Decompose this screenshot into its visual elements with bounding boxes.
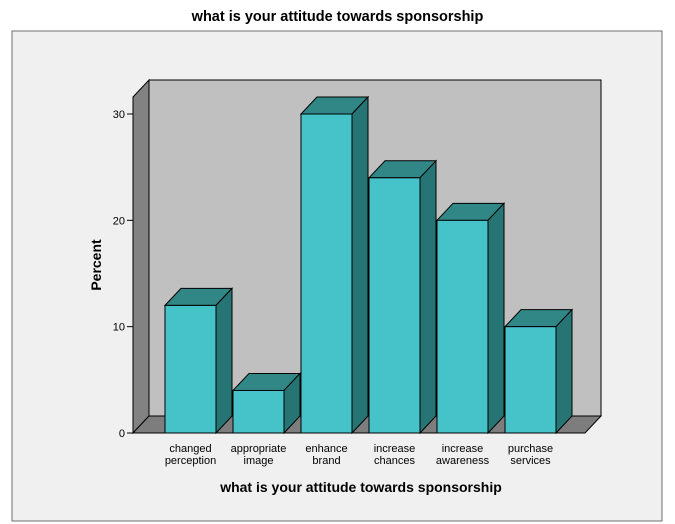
y-tick-label: 30 (113, 109, 125, 121)
x-tick-label-line: enhance (305, 443, 347, 455)
x-tick-label: appropriate image (231, 443, 287, 467)
bar-side (487, 202, 505, 435)
x-axis-label: what is your attitude towards sponsorshi… (219, 479, 502, 495)
bar (299, 95, 370, 435)
x-tick-label-line: increase (442, 443, 484, 455)
bar (503, 308, 574, 435)
y-axis-label: Percent (88, 239, 104, 291)
x-tick-label-line: perception (165, 455, 216, 467)
x-tick-label: increase awareness (436, 443, 490, 467)
x-tick-label-line: awareness (436, 455, 490, 467)
bar-side (215, 287, 233, 435)
bar-front (232, 389, 285, 434)
bar-front (436, 219, 489, 434)
bar (435, 202, 506, 435)
y-axis: 0 10 20 30 (113, 97, 134, 440)
bar-side (419, 159, 437, 435)
x-tick-label-line: chances (374, 455, 415, 467)
bar-front (164, 304, 217, 434)
x-tick-label-line: image (244, 455, 274, 467)
x-tick-label: increase chances (374, 443, 416, 467)
x-tick-label: purchase services (508, 443, 553, 467)
x-tick-label: enhance brand (305, 443, 347, 467)
bar-front (368, 177, 421, 434)
bar-side (555, 308, 573, 435)
x-tick-label-line: brand (312, 455, 340, 467)
bar-side (351, 95, 369, 435)
x-tick-label-line: increase (374, 443, 416, 455)
x-tick-labels: changed perception appropriate image enhance… (165, 443, 553, 467)
x-tick-label-line: appropriate (231, 443, 287, 455)
y-tick-label: 20 (113, 215, 125, 227)
y-tick-label: 0 (119, 428, 125, 440)
side-wall (132, 78, 150, 435)
bar-front (300, 113, 353, 434)
bar (163, 287, 234, 435)
x-tick-label: changed perception (165, 443, 216, 467)
bar (231, 372, 302, 435)
bar-front (504, 326, 557, 434)
chart-title: what is your attitude towards sponsorshi… (191, 9, 484, 25)
bars (163, 95, 574, 435)
x-tick-label-line: purchase (508, 443, 553, 455)
bar (367, 159, 438, 435)
x-tick-label-line: services (510, 455, 551, 467)
x-tick-label-line: changed (169, 443, 211, 455)
y-tick-label: 10 (113, 322, 125, 334)
